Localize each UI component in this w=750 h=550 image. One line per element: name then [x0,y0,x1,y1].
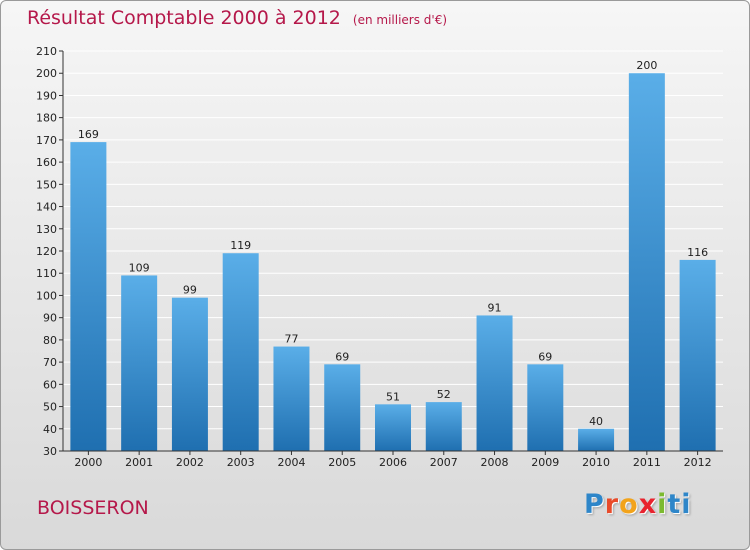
bar [70,142,107,451]
y-tick-label: 40 [43,423,57,436]
bar-value-label: 51 [386,390,400,403]
bar [171,297,208,451]
bar-value-label: 119 [230,239,251,252]
chart-title: Résultat Comptable 2000 à 2012 (en millie… [27,7,447,29]
y-tick-label: 130 [36,223,57,236]
title-text: Résultat Comptable 2000 à 2012 [27,7,341,29]
x-tick-label: 2009 [531,456,559,469]
x-tick-label: 2010 [582,456,610,469]
y-tick-label: 50 [43,401,57,414]
y-axis: 30 40 50 60 70 80 90 100 110 120 130 140 150 160 170 18… [36,45,64,458]
y-tick-label: 110 [36,267,57,280]
logo-letter: t [667,489,682,520]
y-tick-label: 70 [43,356,57,369]
bar [679,259,716,451]
bar [527,364,564,451]
y-tick-label: 210 [36,45,57,58]
bar-value-label: 169 [78,128,99,141]
bar [476,315,513,451]
y-tick-label: 80 [43,334,57,347]
x-tick-label: 2008 [481,456,509,469]
commune-name: BOISSERON [37,497,149,519]
bar [324,364,361,451]
logo-letter: i [657,489,668,520]
x-tick-label: 2002 [176,456,204,469]
y-tick-label: 180 [36,112,57,125]
bar-value-label: 99 [183,284,197,297]
y-tick-label: 30 [43,445,57,458]
y-tick-label: 160 [36,156,57,169]
x-tick-label: 2011 [633,456,661,469]
title-unit: (en milliers d'€) [352,13,448,27]
logo-letter: o [619,489,639,520]
x-tick-label: 2000 [74,456,102,469]
x-tick-label: 2004 [277,456,305,469]
bar [375,404,411,451]
y-tick-label: 190 [36,89,57,102]
x-tick-label: 2012 [684,456,712,469]
x-axis: 2000 2001 2002 2003 2004 2005 2006 2007 2008 2009… [63,450,723,469]
bar-value-label: 69 [538,350,552,363]
bar-value-label: 91 [488,301,502,314]
proxiti-logo: Proxiti [584,489,692,520]
logo-letter: P [584,489,605,520]
bar [273,346,310,451]
bars: 169 109 99 119 77 69 51 52 91 69 40 200 116 [70,59,716,451]
y-tick-label: 100 [36,289,57,302]
bar-value-label: 77 [284,333,298,346]
y-tick-label: 150 [36,178,57,191]
y-tick-label: 200 [36,67,57,80]
bar-value-label: 52 [437,388,451,401]
bar-value-label: 69 [335,350,349,363]
bar-value-label: 109 [129,261,150,274]
y-tick-label: 90 [43,312,57,325]
bar-value-label: 40 [589,415,603,428]
logo-letter: x [638,489,658,520]
logo-letter: r [604,489,620,520]
x-tick-label: 2005 [328,456,356,469]
x-tick-label: 2006 [379,456,407,469]
x-tick-label: 2007 [430,456,458,469]
bar [628,73,665,451]
x-tick-label: 2001 [125,456,153,469]
x-tick-label: 2003 [227,456,255,469]
bar-value-label: 200 [636,59,657,72]
y-tick-label: 60 [43,378,57,391]
bar [578,428,615,451]
y-tick-label: 140 [36,201,57,214]
bar [425,402,462,451]
bar [222,253,259,451]
bar [121,275,158,451]
bar-value-label: 116 [687,246,708,259]
y-tick-label: 120 [36,245,57,258]
y-tick-label: 170 [36,134,57,147]
logo-letter: i [681,489,692,520]
